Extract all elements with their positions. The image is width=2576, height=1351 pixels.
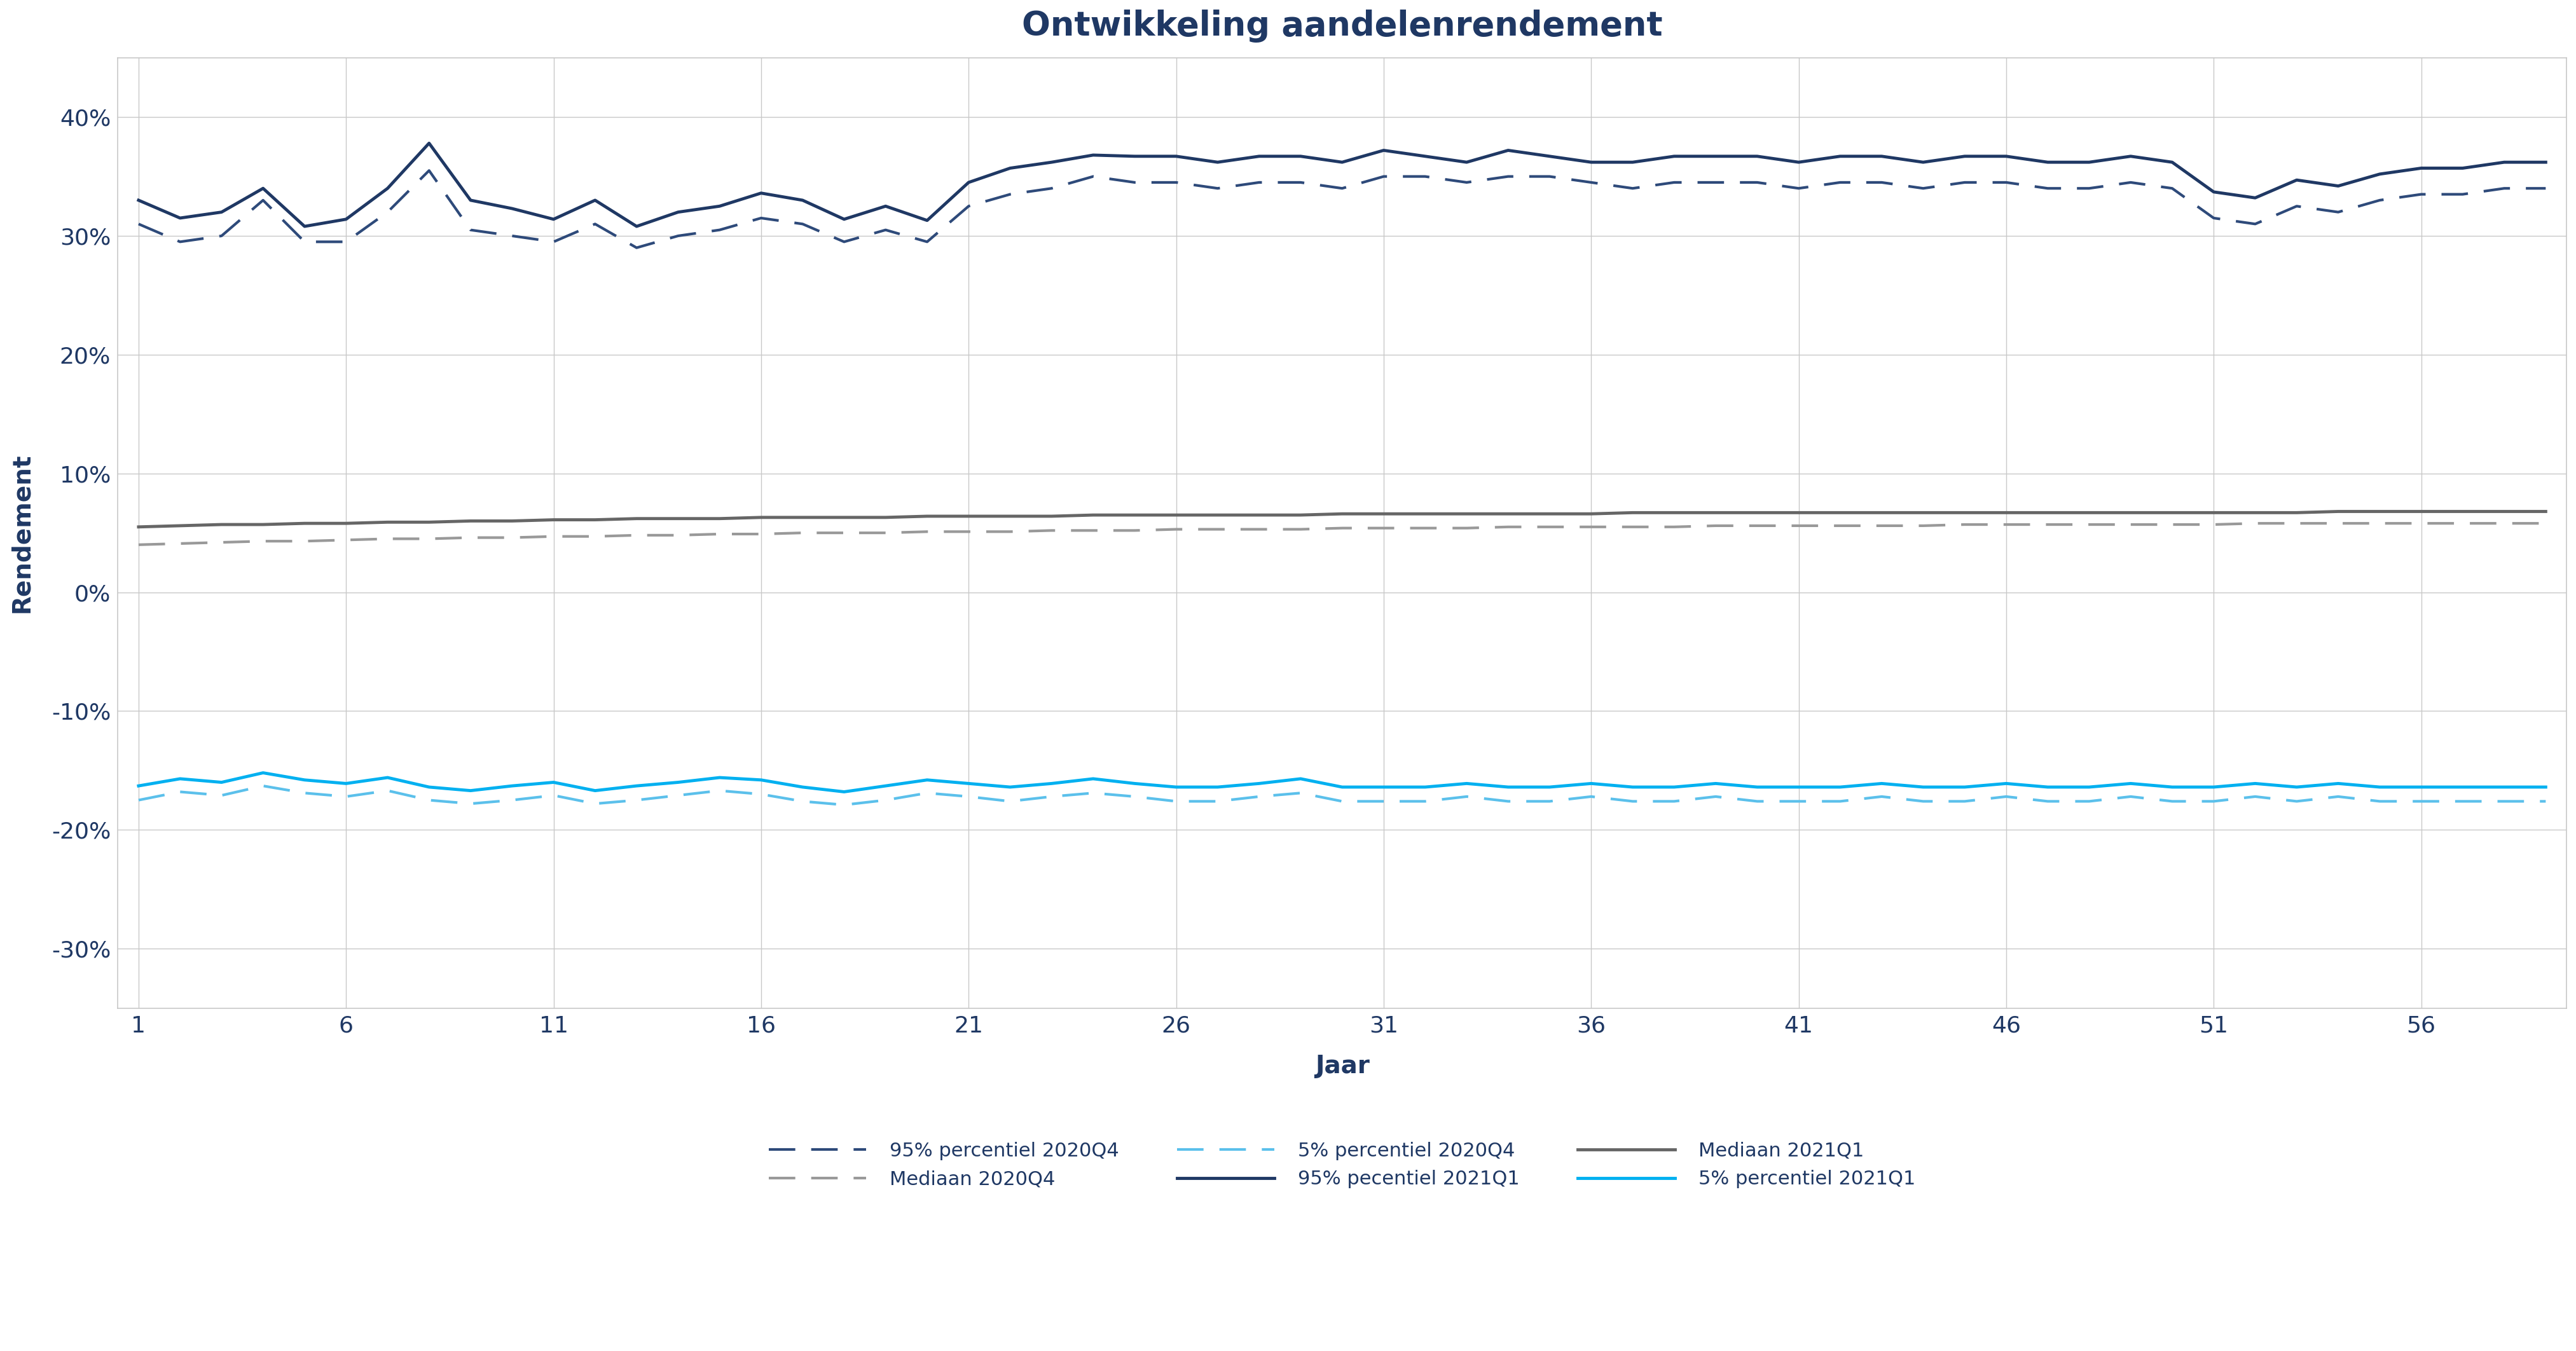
5% percentiel 2020Q4 xyxy=(124,792,155,808)
5% percentiel 2021Q1 xyxy=(2530,780,2561,796)
5% percentiel 2021Q1 xyxy=(415,780,446,796)
Line: Mediaan 2021Q1: Mediaan 2021Q1 xyxy=(139,512,2545,527)
Mediaan 2021Q1 xyxy=(1368,505,1399,521)
Line: 5% percentiel 2021Q1: 5% percentiel 2021Q1 xyxy=(139,773,2545,792)
Mediaan 2020Q4 xyxy=(124,536,155,553)
95% percentiel 2020Q4 xyxy=(1450,174,1481,190)
X-axis label: Jaar: Jaar xyxy=(1314,1054,1370,1078)
95% pecentiel 2021Q1 xyxy=(1950,149,1981,165)
95% pecentiel 2021Q1 xyxy=(2530,154,2561,170)
Line: 95% pecentiel 2021Q1: 95% pecentiel 2021Q1 xyxy=(139,143,2545,227)
Legend: 95% percentiel 2020Q4, Mediaan 2020Q4, 5% percentiel 2020Q4, 95% pecentiel 2021Q: 95% percentiel 2020Q4, Mediaan 2020Q4, 5… xyxy=(770,1142,1914,1189)
95% percentiel 2020Q4 xyxy=(415,162,446,178)
Mediaan 2021Q1 xyxy=(1865,504,1896,520)
Mediaan 2020Q4 xyxy=(206,534,237,550)
95% percentiel 2020Q4 xyxy=(124,216,155,232)
95% percentiel 2020Q4 xyxy=(2530,180,2561,196)
5% percentiel 2021Q1 xyxy=(1950,780,1981,796)
Mediaan 2021Q1 xyxy=(744,509,775,526)
Mediaan 2021Q1 xyxy=(124,519,155,535)
95% pecentiel 2021Q1 xyxy=(124,192,155,208)
Mediaan 2021Q1 xyxy=(371,513,402,530)
95% pecentiel 2021Q1 xyxy=(456,192,487,208)
Title: Ontwikkeling aandelenrendement: Ontwikkeling aandelenrendement xyxy=(1023,9,1662,43)
95% percentiel 2020Q4 xyxy=(621,239,652,255)
95% percentiel 2020Q4 xyxy=(1950,174,1981,190)
Line: 95% percentiel 2020Q4: 95% percentiel 2020Q4 xyxy=(139,170,2545,247)
5% percentiel 2021Q1 xyxy=(206,774,237,790)
Mediaan 2020Q4 xyxy=(2239,515,2269,531)
5% percentiel 2020Q4 xyxy=(206,788,237,804)
95% percentiel 2020Q4 xyxy=(538,234,569,250)
Mediaan 2020Q4 xyxy=(371,531,402,547)
95% pecentiel 2021Q1 xyxy=(415,135,446,151)
Mediaan 2020Q4 xyxy=(497,530,528,546)
5% percentiel 2021Q1 xyxy=(247,765,278,781)
5% percentiel 2020Q4 xyxy=(829,797,860,813)
5% percentiel 2020Q4 xyxy=(415,792,446,808)
5% percentiel 2020Q4 xyxy=(538,788,569,804)
Mediaan 2021Q1 xyxy=(497,513,528,530)
95% pecentiel 2021Q1 xyxy=(1450,154,1481,170)
5% percentiel 2020Q4 xyxy=(1950,793,1981,809)
Mediaan 2020Q4 xyxy=(744,526,775,542)
Y-axis label: Rendement: Rendement xyxy=(10,453,33,613)
5% percentiel 2020Q4 xyxy=(1450,789,1481,805)
5% percentiel 2021Q1 xyxy=(538,774,569,790)
95% pecentiel 2021Q1 xyxy=(829,211,860,227)
95% pecentiel 2021Q1 xyxy=(580,192,611,208)
Mediaan 2021Q1 xyxy=(2530,504,2561,520)
5% percentiel 2021Q1 xyxy=(829,784,860,800)
5% percentiel 2020Q4 xyxy=(247,778,278,794)
Mediaan 2021Q1 xyxy=(2324,504,2354,520)
95% percentiel 2020Q4 xyxy=(371,204,402,220)
Mediaan 2020Q4 xyxy=(1865,517,1896,534)
Mediaan 2021Q1 xyxy=(206,516,237,532)
5% percentiel 2021Q1 xyxy=(124,778,155,794)
95% pecentiel 2021Q1 xyxy=(289,219,319,235)
5% percentiel 2021Q1 xyxy=(788,780,819,796)
5% percentiel 2020Q4 xyxy=(2530,793,2561,809)
95% percentiel 2020Q4 xyxy=(206,228,237,245)
95% pecentiel 2021Q1 xyxy=(206,204,237,220)
Line: 5% percentiel 2020Q4: 5% percentiel 2020Q4 xyxy=(139,786,2545,805)
5% percentiel 2021Q1 xyxy=(1450,775,1481,792)
Line: Mediaan 2020Q4: Mediaan 2020Q4 xyxy=(139,523,2545,544)
95% percentiel 2020Q4 xyxy=(829,234,860,250)
Mediaan 2020Q4 xyxy=(2530,515,2561,531)
Mediaan 2020Q4 xyxy=(1368,520,1399,536)
5% percentiel 2020Q4 xyxy=(788,793,819,809)
